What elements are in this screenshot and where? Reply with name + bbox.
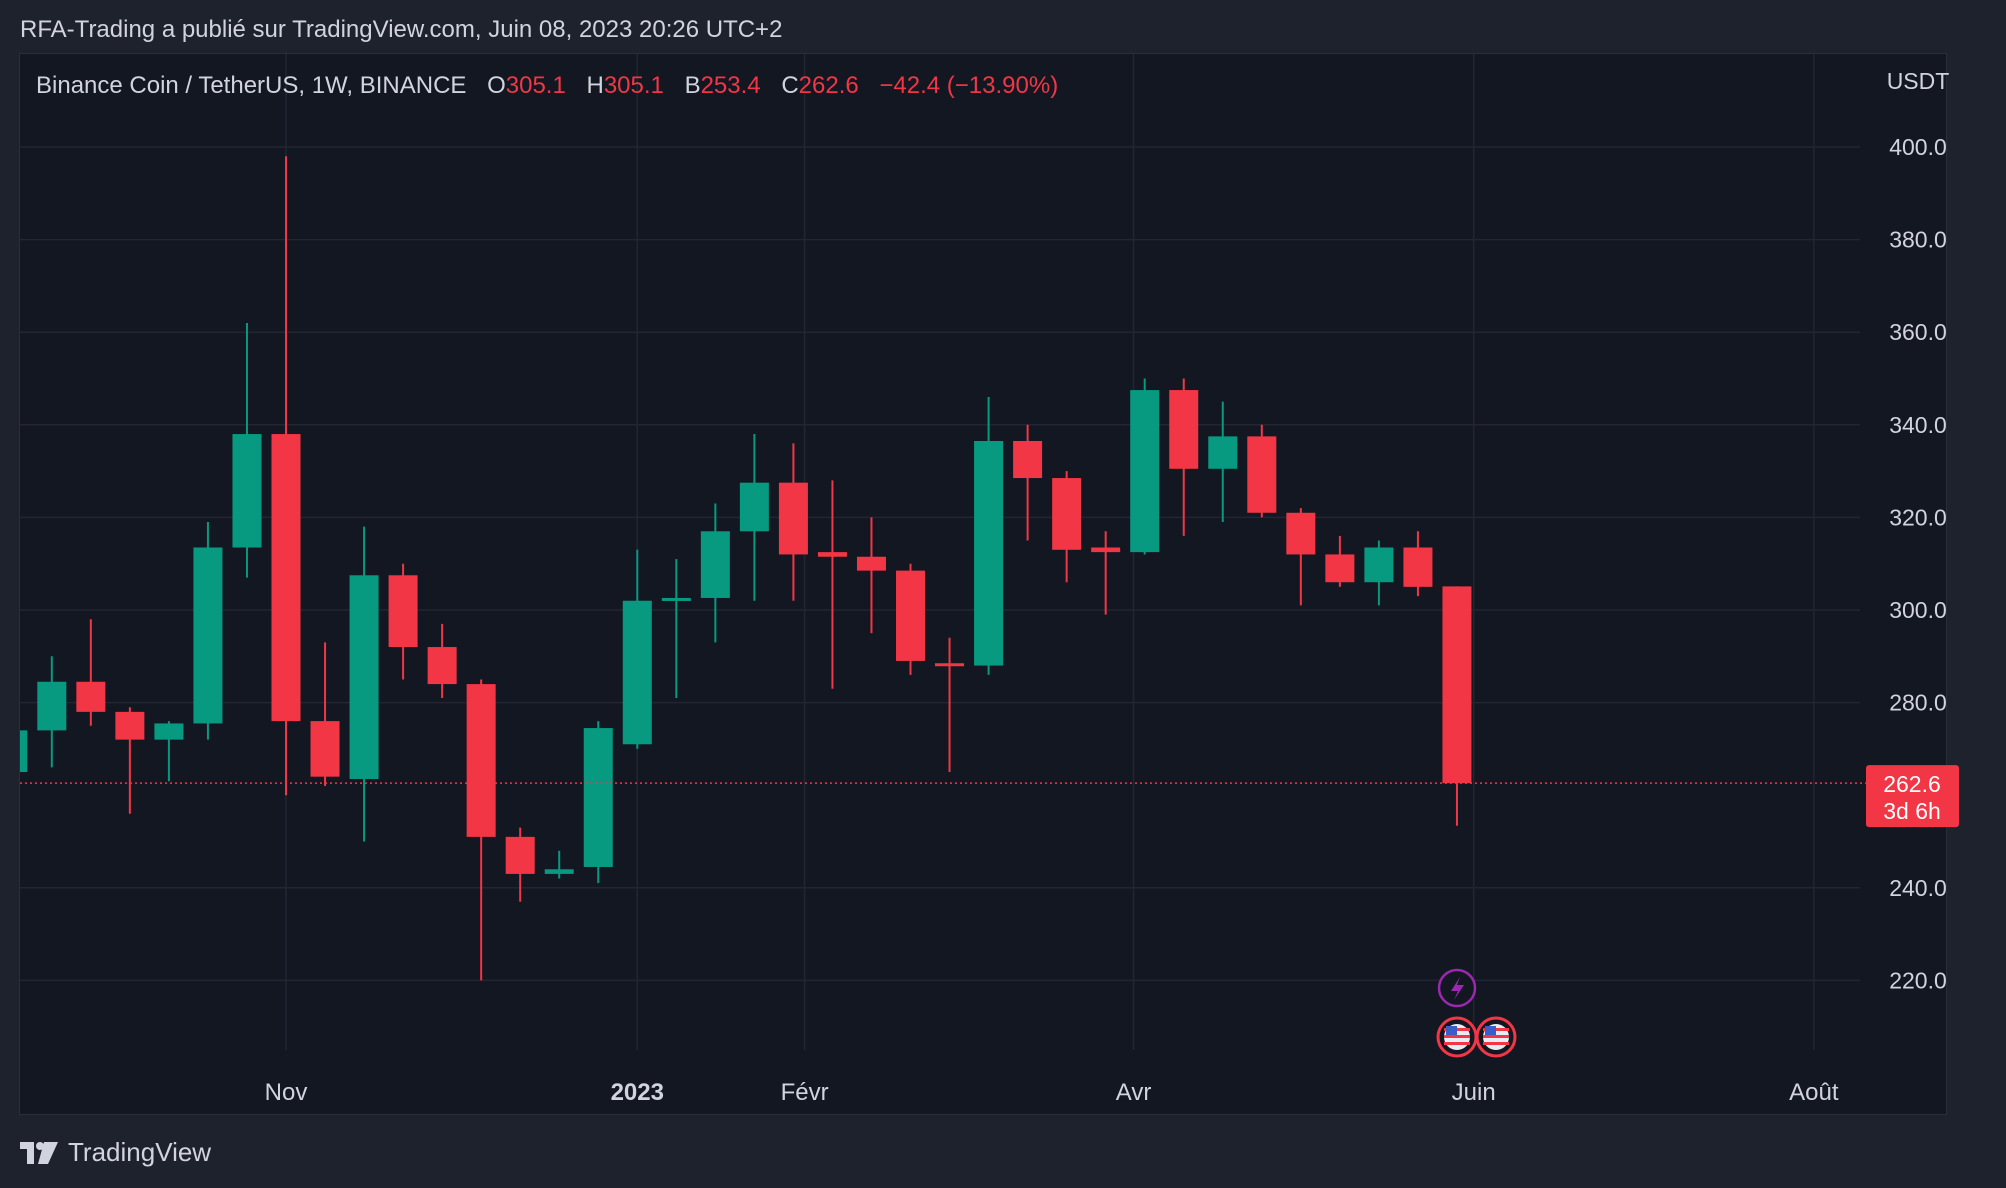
us-flag-canton bbox=[1446, 1026, 1457, 1035]
candle-body bbox=[739, 482, 769, 532]
bar-countdown: 3d 6h bbox=[1883, 798, 1941, 824]
us-flag-stripe bbox=[1483, 1035, 1509, 1038]
publisher-line: RFA-Trading a publié sur TradingView.com… bbox=[20, 16, 783, 43]
symbol-name: Binance Coin / TetherUS, 1W, BINANCE bbox=[36, 72, 467, 99]
candle-body bbox=[427, 647, 457, 685]
candle-body bbox=[466, 684, 496, 837]
candle-body bbox=[622, 600, 652, 745]
low-value: 253.4 bbox=[700, 72, 761, 99]
candle-body bbox=[1442, 586, 1472, 784]
candle-body bbox=[1208, 436, 1238, 469]
us-flag-stripe bbox=[1444, 1035, 1470, 1038]
candle-body bbox=[1364, 547, 1394, 583]
candle-body bbox=[37, 681, 67, 731]
change-value: −42.4 (−13.90%) bbox=[879, 72, 1059, 99]
y-tick-label: 320.0 bbox=[1889, 504, 1947, 530]
x-tick-label: Juin bbox=[1452, 1079, 1496, 1106]
y-tick-label: 380.0 bbox=[1889, 227, 1947, 253]
axis-currency-label: USDT bbox=[1887, 68, 1950, 94]
candle-body bbox=[388, 575, 418, 648]
candle-body bbox=[583, 728, 613, 867]
candle-body bbox=[856, 556, 886, 571]
tradingview-brand-text: TradingView bbox=[68, 1137, 212, 1167]
candle-body bbox=[1247, 436, 1277, 513]
candle-body bbox=[661, 597, 691, 601]
high-value: 305.1 bbox=[603, 72, 664, 99]
open-label: O bbox=[487, 72, 506, 99]
candle-body bbox=[1013, 441, 1043, 479]
x-tick-label: Avr bbox=[1116, 1079, 1152, 1106]
symbol-legend: Binance Coin / TetherUS, 1W, BINANCE O30… bbox=[36, 72, 1058, 100]
candle-body bbox=[271, 434, 301, 722]
candle-body bbox=[700, 531, 730, 598]
y-tick-label: 360.0 bbox=[1889, 319, 1947, 345]
candle-body bbox=[76, 681, 106, 712]
open-value: 305.1 bbox=[505, 72, 566, 99]
us-flag-stripe bbox=[1444, 1042, 1470, 1045]
y-tick-label: 220.0 bbox=[1889, 967, 1947, 993]
y-tick-label: 340.0 bbox=[1889, 412, 1947, 438]
candle-body bbox=[1325, 554, 1355, 583]
y-tick-label: 280.0 bbox=[1889, 690, 1947, 716]
x-tick-label: 2023 bbox=[611, 1079, 664, 1106]
candle-body bbox=[232, 434, 262, 548]
us-flag-canton bbox=[1485, 1026, 1496, 1035]
candle-body bbox=[115, 711, 145, 740]
lightning-bolt-icon bbox=[1451, 977, 1464, 1000]
y-tick-label: 300.0 bbox=[1889, 597, 1947, 623]
candle-body bbox=[544, 869, 574, 874]
y-tick-label: 240.0 bbox=[1889, 875, 1947, 901]
candle-body bbox=[20, 730, 28, 773]
candle-body bbox=[1052, 478, 1082, 550]
candle-body bbox=[1169, 390, 1199, 469]
candles-group bbox=[20, 156, 1472, 981]
candle-body bbox=[817, 552, 847, 557]
candle-body bbox=[1091, 547, 1121, 553]
high-label: H bbox=[586, 72, 604, 99]
x-tick-label: Févr bbox=[781, 1079, 829, 1106]
candle-body bbox=[505, 836, 535, 874]
close-label: C bbox=[781, 72, 799, 99]
events-group bbox=[1436, 968, 1517, 1058]
x-tick-label: Nov bbox=[265, 1079, 308, 1106]
candle-body bbox=[974, 441, 1004, 666]
x-tick-label: Août bbox=[1789, 1079, 1839, 1106]
us-flag-stripe bbox=[1483, 1042, 1509, 1045]
close-value: 262.6 bbox=[798, 72, 859, 99]
candle-body bbox=[778, 482, 808, 555]
last-price-value: 262.6 bbox=[1883, 771, 1941, 797]
footer-brand[interactable]: TradingView bbox=[20, 1137, 211, 1168]
tradingview-logo-icon bbox=[20, 1141, 58, 1164]
last-price-label-box bbox=[1866, 765, 1959, 828]
candle-body bbox=[1403, 547, 1433, 587]
candle-body bbox=[1130, 390, 1160, 553]
candle-body bbox=[193, 547, 223, 724]
candle-body bbox=[935, 663, 965, 667]
y-tick-label: 400.0 bbox=[1889, 134, 1947, 160]
candle-body bbox=[896, 570, 926, 661]
candle-body bbox=[310, 721, 340, 777]
low-label: B bbox=[684, 72, 701, 99]
candle-body bbox=[1286, 512, 1316, 555]
candle-body bbox=[154, 723, 184, 740]
candle-body bbox=[349, 575, 379, 779]
